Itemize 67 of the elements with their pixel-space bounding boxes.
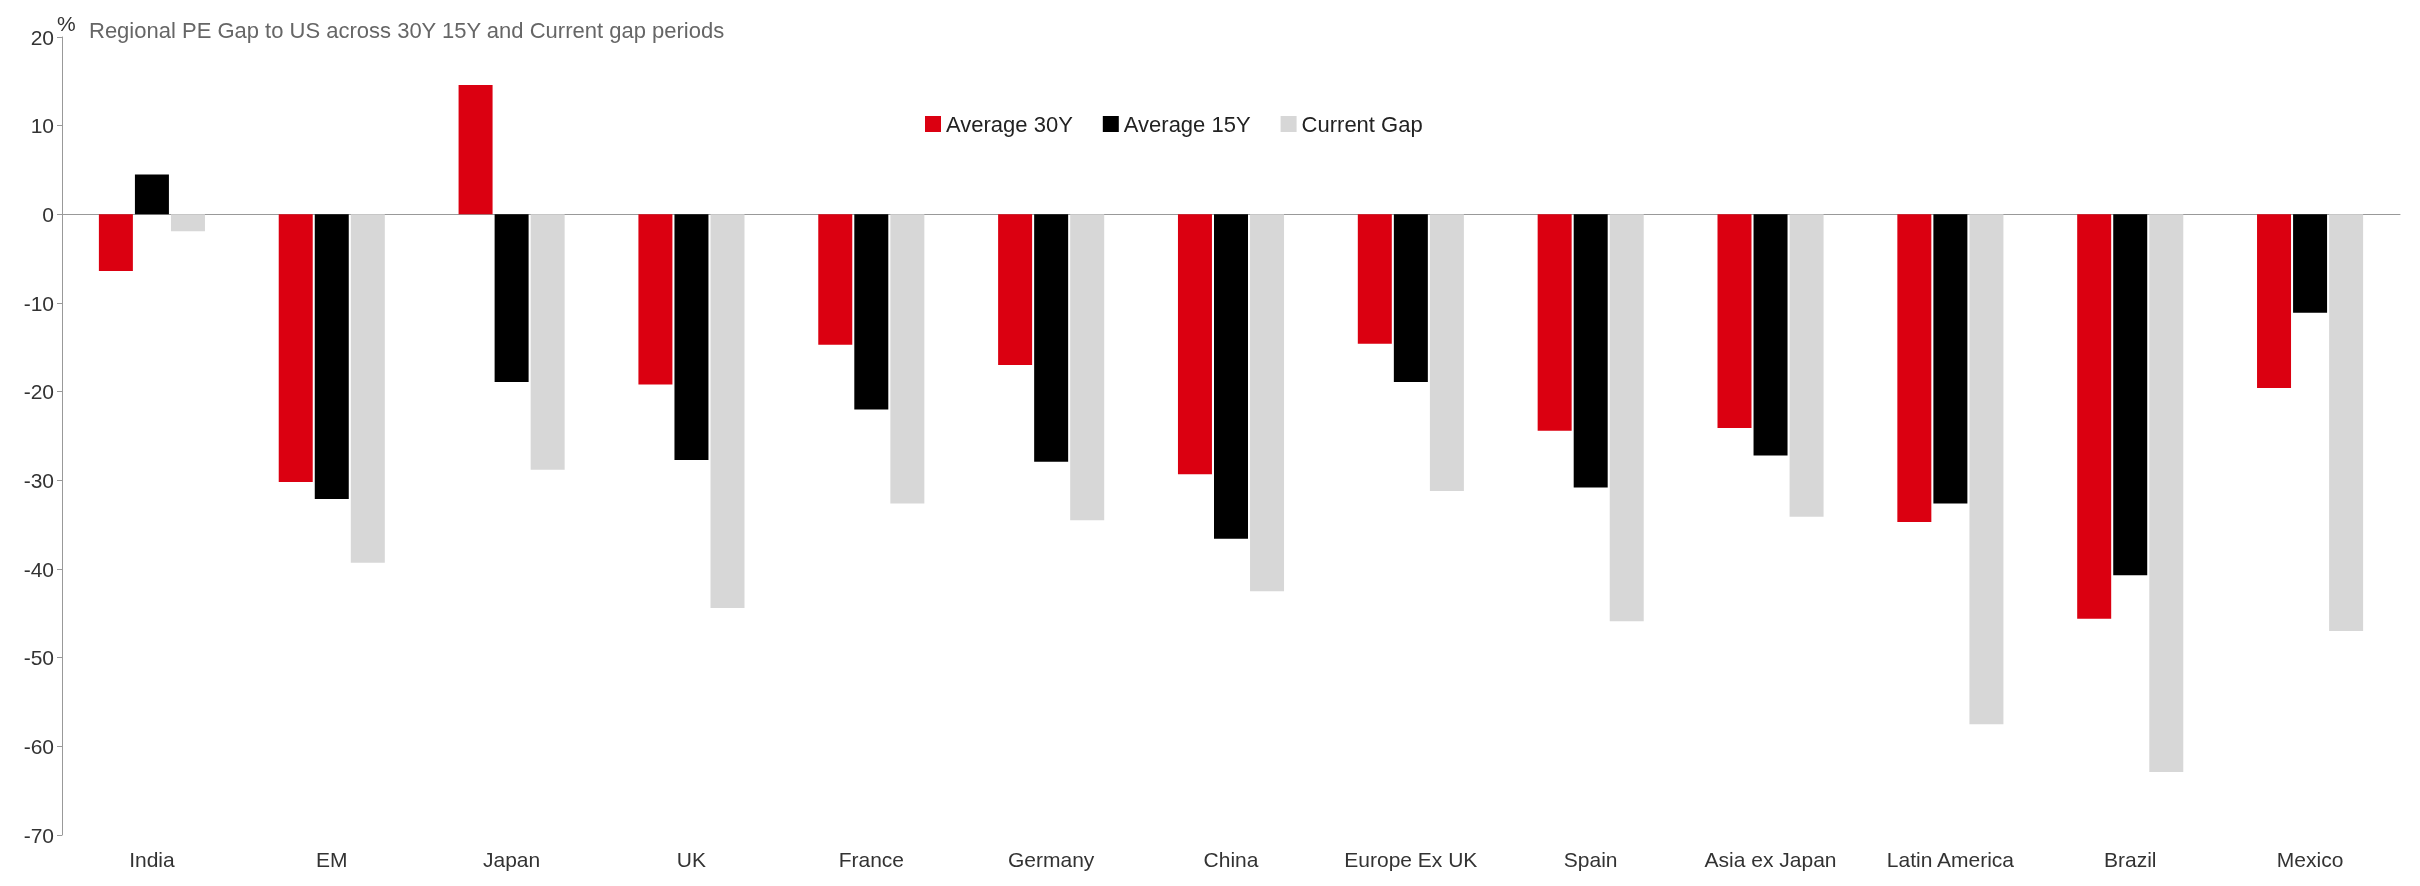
x-tick-label: Mexico (2276, 848, 2344, 871)
x-tick-label: Asia ex Japan (1704, 848, 1837, 871)
bar (2257, 214, 2292, 389)
bar (1214, 214, 1248, 539)
bar (494, 214, 529, 382)
bar (1573, 214, 1608, 488)
bar (1789, 214, 1824, 517)
bar (458, 84, 493, 215)
x-tick-label: Brazil (2103, 848, 2157, 871)
bar (818, 214, 853, 345)
bar (2149, 214, 2184, 773)
y-tick-label: -30 (23, 468, 54, 492)
y-tick-label: 0 (42, 202, 54, 226)
bar (1609, 214, 1644, 622)
bar (710, 214, 745, 609)
y-tick-label: 20 (30, 25, 54, 49)
bar (854, 214, 889, 410)
bar (1393, 214, 1428, 382)
bar (1429, 214, 1464, 491)
bar (2077, 214, 2112, 619)
x-tick-label: China (1203, 848, 1259, 871)
y-tick-label: -20 (23, 380, 54, 404)
y-tick-label: -60 (23, 734, 54, 758)
y-tick-label: 10 (30, 114, 54, 138)
bar (278, 214, 313, 483)
bar (1897, 214, 1932, 523)
y-axis-title: % (57, 12, 76, 35)
bar (1717, 214, 1752, 429)
bar (1070, 214, 1105, 521)
bar (2293, 214, 2328, 313)
bar (2113, 214, 2148, 576)
x-tick-label: Germany (1007, 848, 1095, 871)
bar (1250, 214, 1285, 592)
x-tick-label: Latin America (1886, 848, 2015, 871)
x-tick-label: France (838, 848, 904, 871)
bar (674, 214, 709, 460)
bar (530, 214, 565, 470)
x-tick-label: EM (316, 848, 348, 871)
y-tick-label: -70 (23, 823, 54, 847)
x-tick-label: UK (676, 848, 707, 871)
bar (1933, 214, 1968, 504)
bar (2329, 214, 2364, 632)
bar (890, 214, 925, 504)
legend-label: Current Gap (1301, 111, 1423, 137)
bar (1753, 214, 1788, 456)
bar (170, 214, 205, 232)
legend-label: Average 30Y (946, 111, 1074, 137)
bar (350, 214, 385, 563)
bar (314, 214, 349, 499)
chart-title: Regional PE Gap to US across 30Y 15Y and Current gap periods (89, 17, 725, 43)
x-tick-label: Europe Ex UK (1344, 848, 1478, 871)
bar (1969, 214, 2004, 725)
y-tick-label: -50 (23, 646, 54, 670)
x-tick-label: India (129, 848, 176, 871)
bar (98, 214, 133, 272)
bar (134, 174, 169, 215)
bar (1177, 214, 1212, 475)
x-tick-label: Spain (1563, 848, 1618, 871)
legend-label: Average 15Y (1123, 111, 1251, 137)
bar (1357, 214, 1392, 344)
y-tick-label: -40 (23, 557, 54, 581)
bar (1537, 214, 1572, 431)
y-tick-label: -10 (23, 291, 54, 315)
x-tick-label: Japan (483, 848, 541, 871)
bar (998, 214, 1033, 366)
bar (638, 214, 673, 385)
bar (1034, 214, 1069, 462)
